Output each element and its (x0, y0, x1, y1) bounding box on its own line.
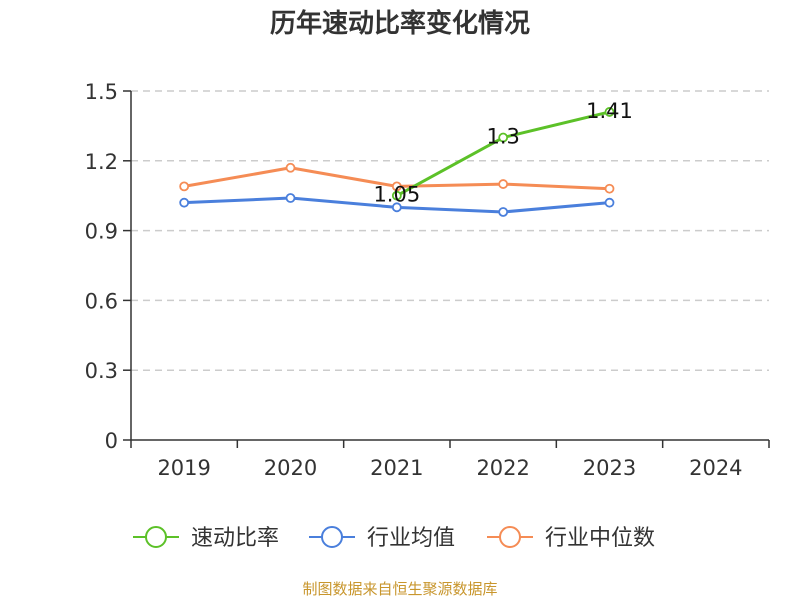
data-point (285, 193, 296, 203)
data-point (604, 197, 615, 208)
legend-marker (321, 526, 343, 548)
data-label: 1.41 (586, 99, 633, 123)
x-tick-label: 2019 (157, 456, 210, 480)
x-tick-label: 2020 (264, 456, 317, 480)
y-tick-label: 0.9 (85, 220, 118, 244)
data-label: 1.05 (373, 183, 420, 207)
y-tick-label: 0.6 (85, 289, 118, 313)
data-point (498, 207, 509, 217)
x-tick-label: 2021 (370, 456, 423, 480)
source-note: 制图数据来自恒生聚源数据库 (302, 580, 498, 598)
y-tick-label: 1.2 (85, 150, 118, 174)
x-tick-label: 2023 (583, 456, 636, 480)
data-label: 1.3 (486, 125, 519, 149)
legend-item: 速动比率 (133, 526, 279, 551)
x-tick-label: 2024 (689, 456, 742, 480)
y-tick-label: 0.3 (85, 359, 118, 383)
legend: 速动比率 行业均值 行业中位数 (133, 526, 655, 551)
y-tick-label: 0 (105, 429, 118, 453)
legend-item: 行业中位数 (487, 526, 655, 551)
axes: 0 0.3 0.6 0.9 1.2 1.5 2019 2020 2021 2022 2023 2024 (85, 80, 770, 480)
data-labels: 1.05 1.3 1.41 (373, 99, 632, 207)
legend-marker (499, 526, 521, 548)
legend-item: 行业均值 (309, 526, 455, 551)
data-point (604, 107, 615, 117)
data-point (391, 181, 402, 192)
data-point (498, 132, 509, 143)
data-point (391, 202, 402, 213)
data-point (498, 179, 509, 189)
data-point (604, 183, 615, 194)
data-point (285, 162, 296, 173)
data-point (179, 181, 190, 192)
chart-title: 历年速动比率变化情况 (269, 9, 530, 39)
legend-label: 速动比率 (191, 526, 279, 551)
y-tick-label: 1.5 (85, 80, 118, 104)
grid-lines (131, 90, 769, 371)
legend-label: 行业均值 (367, 526, 455, 551)
legend-marker (145, 526, 167, 548)
x-tick-label: 2022 (476, 456, 529, 480)
data-point (179, 197, 190, 208)
legend-label: 行业中位数 (545, 526, 655, 551)
series-lines (179, 107, 615, 217)
data-point (391, 190, 402, 201)
